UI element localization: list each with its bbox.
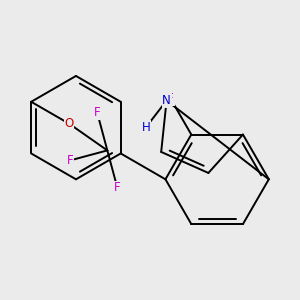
Text: F: F (167, 92, 174, 105)
Text: F: F (114, 182, 121, 194)
Text: F: F (94, 106, 101, 119)
Text: N: N (162, 94, 171, 107)
Text: H: H (142, 121, 151, 134)
Text: O: O (64, 117, 74, 130)
Text: F: F (67, 154, 73, 167)
